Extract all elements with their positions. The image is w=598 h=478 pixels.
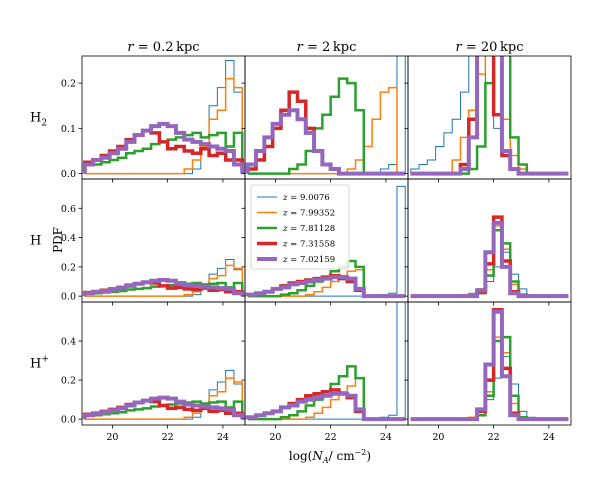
legend: z = 9.0076 z = 7.99352 z = 7.81128 z = 7.31… xyxy=(250,184,350,270)
ylabel-pdf: PDF xyxy=(51,227,65,253)
panel-r3-c1: 0.0 0.2 0.4 20 22 24 xyxy=(61,301,246,443)
series-4-r1-c3 xyxy=(410,56,569,176)
legend-entry-1: z = 9.0076 xyxy=(282,193,330,203)
series-3-r3-c3 xyxy=(410,335,569,421)
series-2-r3-c3 xyxy=(410,336,569,420)
row-label-3: H+ xyxy=(30,355,49,372)
series-5-r3-c1 xyxy=(82,395,245,420)
panel-frame xyxy=(407,301,572,426)
series-5-r2-c1 xyxy=(82,278,245,297)
panel-r2-c3 xyxy=(404,178,572,306)
series-2-r1-c3 xyxy=(410,56,569,175)
xtick-label: 24 xyxy=(217,432,229,443)
column-title-1: r = 0.2 kpc xyxy=(127,40,199,55)
xlabel: log(NA/ cm−2) xyxy=(289,448,371,465)
panel-frame xyxy=(81,55,246,180)
series-5-r2-c2 xyxy=(245,275,406,299)
panel-r1-c2 xyxy=(241,55,409,183)
series-2-r3-c1 xyxy=(84,377,243,420)
xtick-label: 20 xyxy=(432,432,444,443)
series-2-r2-c3 xyxy=(410,225,569,297)
row-label-1: H2 xyxy=(30,111,47,129)
series-5-r3-c2 xyxy=(245,391,406,422)
ytick-label: 0.0 xyxy=(61,292,76,303)
legend-entry-4: z = 7.31558 xyxy=(282,240,335,250)
panel-r1-c3 xyxy=(404,55,572,183)
panel-r3-c2: 20 22 24 xyxy=(241,301,409,443)
xtick-label: 22 xyxy=(162,432,174,443)
series-2-r1-c1 xyxy=(84,77,243,175)
series-5-r1-c2 xyxy=(245,108,406,176)
ytick-label: 0.2 xyxy=(61,376,76,387)
xtick-label: 20 xyxy=(106,432,118,443)
series-5-r3-c3 xyxy=(410,309,569,422)
xtick-label: 24 xyxy=(380,432,392,443)
xtick-label: 20 xyxy=(269,432,281,443)
row-label-2: H xyxy=(30,234,41,249)
ytick-label: 0.0 xyxy=(61,169,76,180)
legend-entry-3: z = 7.81128 xyxy=(282,224,335,234)
ytick-label: 0.6 xyxy=(61,204,76,215)
ytick-label: 0.4 xyxy=(61,337,76,348)
panel-r2-c2 xyxy=(241,178,409,306)
series-5-r1-c3 xyxy=(410,56,569,176)
legend-entry-5: z = 7.02159 xyxy=(282,255,335,265)
xtick-label: 22 xyxy=(488,432,500,443)
panel-grid: r = 0.2 kpc r = 2 kpc r = 20 kpcH2HH+0.00.… xyxy=(30,40,572,443)
series-4-r2-c3 xyxy=(410,215,569,298)
series-1-r2-c3 xyxy=(410,251,569,297)
series-5-r1-c1 xyxy=(82,121,245,174)
column-title-2: r = 2 kpc xyxy=(297,40,357,55)
panel-r2-c1: 0.0 0.2 0.4 0.6 xyxy=(61,178,246,306)
xtick-label: 24 xyxy=(543,432,555,443)
series-5-r2-c3 xyxy=(410,220,569,299)
panel-frame xyxy=(244,301,409,426)
xtick-label: 22 xyxy=(325,432,337,443)
legend-box xyxy=(250,184,350,270)
panel-frame xyxy=(244,55,409,180)
series-3-r1-c3 xyxy=(410,56,569,175)
ytick-label: 0.0 xyxy=(61,415,76,426)
panel-r3-c3: 20 22 24 xyxy=(404,301,572,443)
column-title-3: r = 20 kpc xyxy=(456,40,524,55)
ytick-label: 0.2 xyxy=(61,262,76,273)
panel-frame xyxy=(407,178,572,303)
ytick-label: 0.1 xyxy=(61,124,76,135)
panel-frame xyxy=(407,55,572,180)
ytick-label: 0.2 xyxy=(61,79,76,90)
legend-entry-2: z = 7.99352 xyxy=(282,209,335,219)
ytick-label: 0.4 xyxy=(61,233,76,244)
panel-r1-c1: 0.0 0.1 0.2 xyxy=(61,55,246,183)
series-2-r2-c1 xyxy=(84,264,243,297)
